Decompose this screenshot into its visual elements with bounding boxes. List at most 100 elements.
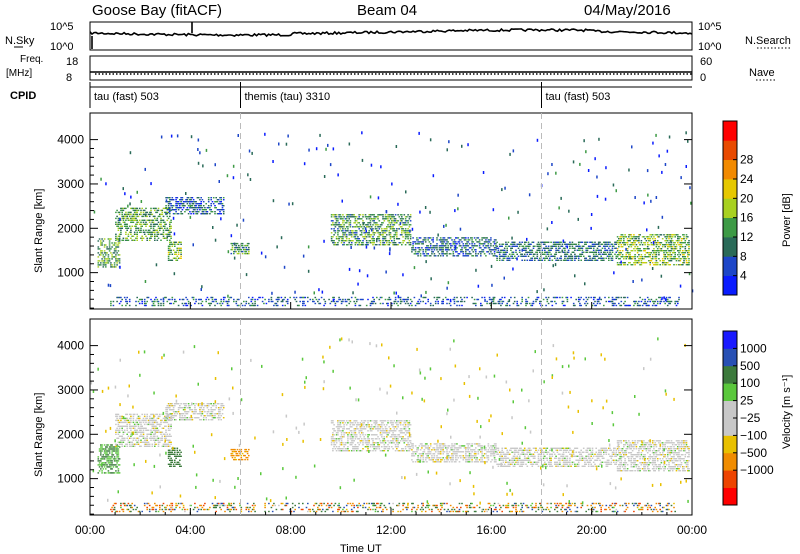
power-cell [688,252,690,254]
power-cell [160,239,162,241]
power-cell [407,230,409,232]
power-cell [190,199,192,201]
velocity-cell [167,429,170,431]
power-cell [417,300,419,303]
power-cell [116,209,118,212]
velocity-cell [155,429,157,431]
power-cell [638,260,640,262]
power-cell [615,241,618,243]
power-cell [251,302,254,305]
velocity-cell [155,413,157,416]
power-cell [227,250,230,254]
power-cell [423,239,426,241]
power-cell [614,253,616,255]
power-cell [160,227,162,229]
power-cell [545,251,547,253]
power-cell [536,249,539,251]
power-cell [332,147,335,151]
velocity-cell [159,431,161,433]
velocity-cell [98,464,101,466]
power-cell [202,205,205,207]
velocity-cell [337,424,339,426]
power-cell [547,172,549,176]
power-cell [687,242,689,244]
power-cell [644,244,646,246]
power-cell [526,302,529,305]
power-cell [566,253,569,255]
velocity-cell [359,426,362,428]
power-cell [347,298,349,301]
power-cell [238,248,240,251]
power-cell [180,213,182,215]
power-cell [651,304,654,307]
power-cell [463,239,466,241]
power-cell [180,247,182,249]
power-cell [644,254,646,256]
power-cell [682,254,684,256]
power-cell [495,245,497,247]
power-cell [534,259,536,261]
power-cell [367,226,369,228]
power-cell [146,219,148,221]
velocity-cell [246,450,249,453]
power-cell [648,298,650,301]
power-cell [244,250,246,253]
power-cell [389,218,392,220]
power-cell [669,250,671,252]
power-cell [525,298,527,301]
power-cell [117,211,120,214]
power-cell [169,215,171,218]
power-cell [299,300,301,303]
power-cell [191,203,194,205]
power-cell [503,251,506,253]
power-cell [600,257,602,259]
velocity-cell [181,417,184,419]
velocity-cell [199,409,201,411]
power-cell [490,237,492,239]
cpid-mode-label: themis (tau) 3310 [245,91,331,103]
power-cell [196,209,199,211]
velocity-cell [350,426,353,428]
power-cell [687,262,689,264]
power-cell [126,213,128,216]
power-cell [436,239,438,241]
power-cell [623,242,625,244]
velocity-cell [335,442,338,444]
power-cell [502,253,505,255]
power-cell [207,207,210,209]
power-cell [569,243,571,245]
power-cell [473,298,476,301]
power-cell [195,213,197,215]
power-cell [140,231,142,233]
power-cell [620,240,623,242]
power-cell [536,296,539,299]
power-cell [123,296,126,299]
power-cell [172,249,175,251]
power-cell [369,195,372,199]
power-cell [387,216,389,218]
power-cell [335,236,338,238]
velocity-cell [116,444,118,446]
power-cell [565,255,567,257]
power-cell [486,245,488,247]
power-cell [304,304,307,307]
velocity-cell [169,413,171,415]
power-cell [654,262,656,264]
power-cell [100,240,102,242]
power-cell [173,272,176,276]
velocity-cell [339,430,342,432]
power-cell [154,215,156,218]
power-cell [342,240,344,242]
power-cell [496,259,498,261]
power-cell [492,297,495,301]
power-cell [564,257,566,259]
velocity-cell [170,453,172,455]
velocity-cell [117,433,120,435]
power-cell [591,251,594,253]
velocity-cell [100,446,102,448]
power-cell [683,258,685,260]
power-cell [414,304,417,307]
power-cell [542,243,545,245]
velocity-cell [206,411,209,413]
power-cell [441,251,443,253]
